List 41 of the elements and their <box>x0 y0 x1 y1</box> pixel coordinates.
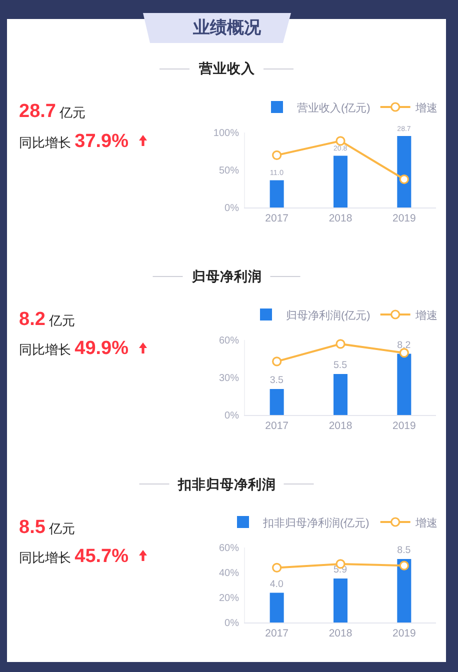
y-tick-label: 0% <box>224 410 240 422</box>
data-label: 8.2 <box>397 340 411 351</box>
y-tick-label: 60% <box>218 543 240 554</box>
x-tick-label: 2019 <box>392 420 416 432</box>
x-tick-label: 2018 <box>328 627 352 640</box>
x-tick-label: 2019 <box>392 212 416 224</box>
y-tick-label: 0% <box>224 203 240 214</box>
text: 28.7 亿元 <box>19 101 86 122</box>
y-tick-label: 30% <box>218 373 240 384</box>
text: 8.2 亿元 <box>19 309 76 330</box>
y-tick-label: 40% <box>218 568 240 580</box>
legend-label: 营业收入(亿元) <box>297 101 370 114</box>
data-label: 3.5 <box>270 375 284 386</box>
y-tick-label: 50% <box>218 166 240 177</box>
y-tick-label: 60% <box>218 336 240 347</box>
chart-title: 归母净利润 <box>191 268 262 284</box>
x-tick-label: 2018 <box>328 420 352 432</box>
text: 同比增长 49.9% <box>19 338 129 359</box>
x-tick-label: 2017 <box>265 627 289 640</box>
y-tick-label: 20% <box>218 593 240 604</box>
y-tick-label: 100% <box>213 128 240 140</box>
legend-label: 增速 <box>414 101 438 114</box>
legend-label: 扣非归母净利润(亿元) <box>262 516 370 530</box>
text: 同比增长 37.9% <box>19 131 129 152</box>
x-tick-label: 2017 <box>265 420 289 432</box>
data-label: 8.5 <box>397 545 412 556</box>
x-tick-label: 2018 <box>328 212 352 224</box>
data-label: 11.0 <box>270 168 284 178</box>
data-label: 5.5 <box>334 360 348 372</box>
text: 8.5 亿元 <box>19 517 76 538</box>
y-tick-label: 0% <box>224 618 240 630</box>
chart-title: 扣非归母净利润 <box>177 476 276 492</box>
x-tick-label: 2019 <box>392 627 416 640</box>
legend-label: 归母净利润(亿元) <box>286 308 370 322</box>
legend-label: 增速 <box>414 308 438 322</box>
data-label: 4.0 <box>270 578 284 590</box>
text: 业绩概况 <box>192 18 262 37</box>
text: 同比增长 45.7% <box>19 546 129 567</box>
chart-title: 营业收入 <box>198 61 256 76</box>
x-tick-label: 2017 <box>265 212 289 224</box>
legend-label: 增速 <box>414 516 438 530</box>
